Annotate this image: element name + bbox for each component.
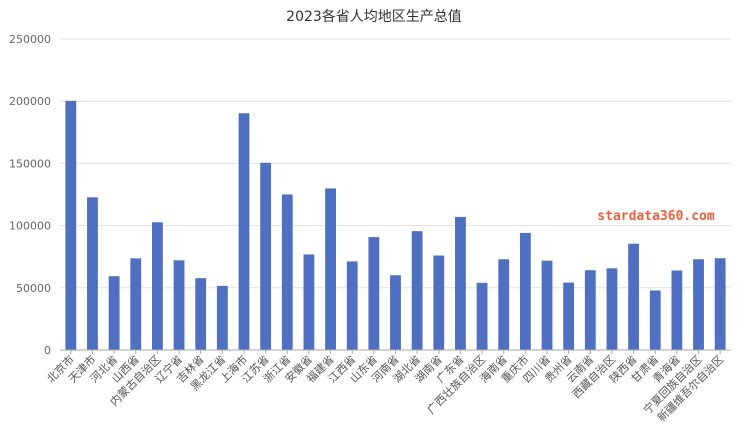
bar [303, 254, 315, 350]
y-axis: 0 50000 100000 150000 200000 250000 [9, 33, 51, 357]
bar [628, 243, 640, 350]
bar [455, 216, 466, 350]
bar [433, 255, 445, 350]
bar [260, 162, 272, 350]
bar [714, 258, 726, 350]
bar [390, 275, 401, 350]
bar [151, 222, 163, 350]
bar [173, 260, 185, 350]
bar [519, 232, 531, 350]
bar [65, 100, 77, 351]
bar [216, 285, 228, 350]
bar [606, 268, 618, 350]
bar [584, 270, 596, 350]
bar [541, 260, 553, 350]
y-tick-label: 200000 [9, 95, 51, 108]
bar [346, 261, 358, 350]
bar [281, 194, 293, 350]
watermark-text: stardata360.com [597, 209, 715, 224]
bar [87, 197, 98, 350]
bar [671, 270, 683, 350]
bar [476, 282, 488, 350]
bar [238, 113, 250, 350]
bar [325, 188, 336, 350]
bar-series [65, 100, 726, 351]
bar [563, 282, 575, 350]
y-tick-label: 150000 [9, 157, 51, 170]
bar [649, 290, 661, 350]
bar [411, 231, 423, 350]
y-tick-label: 0 [44, 344, 51, 357]
bar [130, 258, 142, 350]
y-tick-label: 250000 [9, 33, 51, 46]
y-tick-label: 100000 [9, 220, 51, 233]
chart-title: 2023各省人均地区生产总值 [286, 9, 462, 25]
x-axis: 北京市天津市河北省山西省内蒙古自治区辽宁省吉林省黑龙江省上海市江苏省浙江省安徽省… [44, 349, 731, 424]
bar [195, 278, 207, 350]
bar [693, 259, 704, 350]
y-tick-label: 50000 [16, 282, 51, 295]
bar [498, 259, 510, 350]
bar [368, 237, 380, 350]
bar [108, 276, 120, 350]
